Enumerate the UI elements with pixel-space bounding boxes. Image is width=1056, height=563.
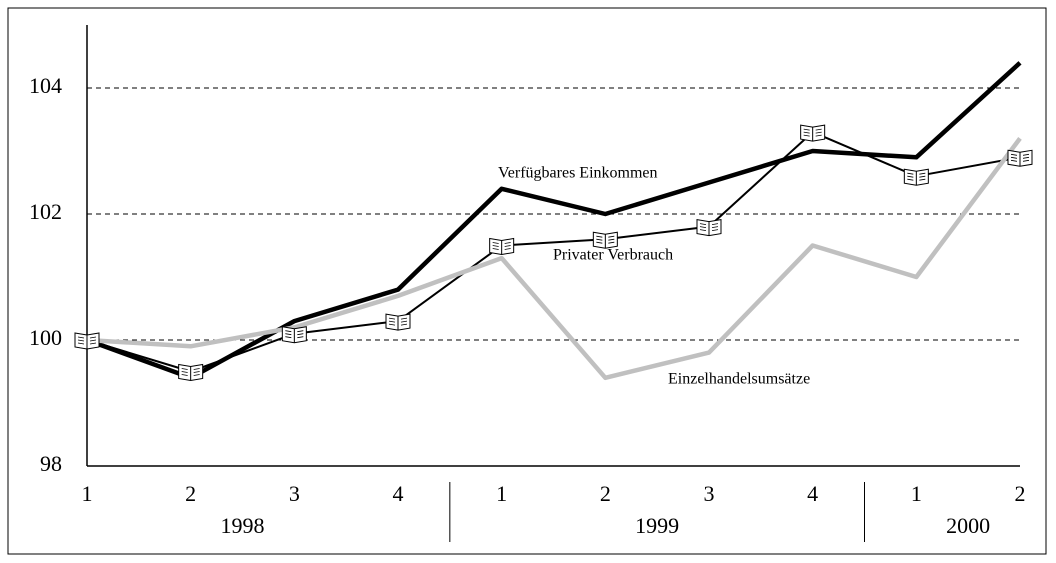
x-tick-label: 2 [185,481,196,506]
book-marker [1007,149,1033,167]
book-marker [74,332,100,350]
year-label: 1998 [221,513,265,538]
x-tick-label: 2 [1015,481,1026,506]
x-tick-label: 2 [600,481,611,506]
marker-part [1010,153,1030,162]
year-label: 2000 [946,513,990,538]
x-tick-label: 3 [289,481,300,506]
series-annotation: Einzelhandelsumsätze [668,371,810,388]
year-label: 1999 [635,513,679,538]
book-marker [696,219,722,237]
marker-part [492,242,511,250]
x-tick-label: 1 [911,481,922,506]
series-line [86,61,1022,381]
series-annotation: Privater Verbrauch [553,247,673,264]
x-tick-label: 1 [496,481,507,506]
book-marker [800,124,826,142]
marker-part [285,330,304,339]
series-annotation: Verfügbares Einkommen [498,165,658,182]
marker-part [699,223,719,231]
book-marker [281,326,307,344]
x-tick-label: 3 [704,481,715,506]
book-marker [385,313,411,331]
x-tick-label: 1 [82,481,93,506]
y-tick-label: 98 [40,451,62,476]
x-tick-label: 4 [807,481,818,506]
book-marker [903,168,929,186]
y-tick-label: 100 [29,325,62,350]
book-marker [592,231,618,249]
marker-part [907,172,926,181]
y-tick-label: 102 [29,199,62,224]
marker-part [77,336,97,345]
series-line [86,131,1021,373]
marker-part [596,235,615,244]
marker-part [388,317,408,326]
x-tick-label: 4 [393,481,404,506]
marker-part [181,368,200,376]
marker-part [803,128,822,137]
book-marker [178,363,204,382]
book-marker [489,237,515,256]
series-line [86,137,1022,381]
frame [7,7,1047,555]
y-tick-label: 104 [29,73,62,98]
